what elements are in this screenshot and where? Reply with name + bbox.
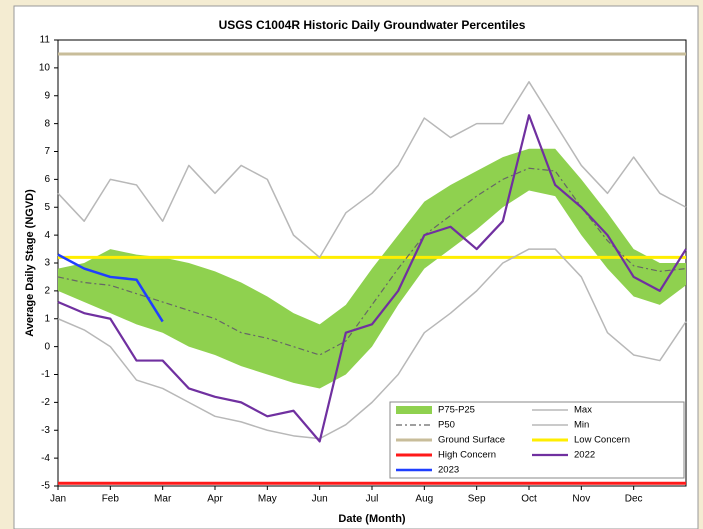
legend-label: Ground Surface [438, 435, 505, 446]
y-tick-label: 5 [44, 202, 50, 213]
y-tick-label: 9 [44, 90, 50, 101]
x-tick-label: Dec [625, 494, 643, 505]
x-tick-label: Sep [468, 494, 486, 505]
legend-label: Max [574, 405, 592, 416]
y-tick-label: 8 [44, 118, 50, 129]
y-tick-label: 10 [39, 63, 51, 74]
y-tick-label: -4 [41, 453, 50, 464]
y-tick-label: 11 [40, 35, 51, 46]
legend-swatch [396, 406, 432, 414]
x-tick-label: Jun [312, 494, 328, 505]
y-tick-label: 7 [44, 146, 50, 157]
x-tick-label: Jan [50, 494, 66, 505]
y-tick-label: -3 [41, 425, 50, 436]
legend-label: P75-P25 [438, 405, 475, 416]
legend-label: 2023 [438, 465, 459, 476]
series-line [57, 248, 687, 440]
x-tick-label: Aug [415, 494, 433, 505]
percentile-band [58, 148, 686, 389]
x-axis-label: Date (Month) [338, 513, 406, 525]
x-tick-label: Feb [102, 494, 120, 505]
y-tick-label: 4 [44, 230, 50, 241]
legend-label: Low Concern [574, 435, 630, 446]
y-tick-label: -5 [41, 481, 50, 492]
legend-label: Min [574, 420, 589, 431]
y-tick-label: -2 [41, 397, 50, 408]
y-tick-label: 6 [44, 174, 50, 185]
series-line [57, 253, 164, 323]
y-tick-label: 1 [44, 313, 50, 324]
legend-label: P50 [438, 420, 455, 431]
y-tick-label: 0 [44, 341, 50, 352]
x-tick-label: Apr [207, 494, 223, 505]
legend-label: 2022 [574, 450, 595, 461]
y-axis-label: Average Daily Stage (NGVD) [24, 189, 36, 337]
series-line [57, 81, 687, 259]
chart-title: USGS C1004R Historic Daily Groundwater P… [219, 18, 526, 32]
x-tick-label: Oct [521, 494, 537, 505]
x-tick-label: Jul [366, 494, 379, 505]
x-tick-label: Nov [572, 494, 590, 505]
x-tick-label: May [258, 494, 277, 505]
y-tick-label: 3 [44, 258, 50, 269]
series-line [57, 114, 687, 443]
y-tick-label: -1 [41, 369, 50, 380]
x-tick-label: Mar [154, 494, 172, 505]
y-tick-label: 2 [44, 286, 50, 297]
legend-label: High Concern [438, 450, 496, 461]
